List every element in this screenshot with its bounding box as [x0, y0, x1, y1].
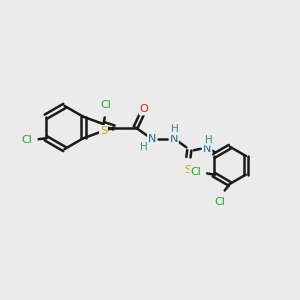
Text: N: N	[148, 134, 156, 144]
Text: H: H	[140, 142, 148, 152]
Text: S: S	[184, 165, 191, 175]
Text: Cl: Cl	[190, 167, 201, 177]
Text: H: H	[171, 124, 179, 134]
Text: H: H	[205, 135, 213, 145]
Text: N: N	[203, 144, 212, 154]
Text: O: O	[140, 104, 148, 115]
Text: Cl: Cl	[100, 100, 111, 110]
Text: N: N	[169, 134, 178, 144]
Text: S: S	[100, 126, 107, 136]
Text: Cl: Cl	[215, 197, 226, 207]
Text: Cl: Cl	[22, 135, 33, 145]
